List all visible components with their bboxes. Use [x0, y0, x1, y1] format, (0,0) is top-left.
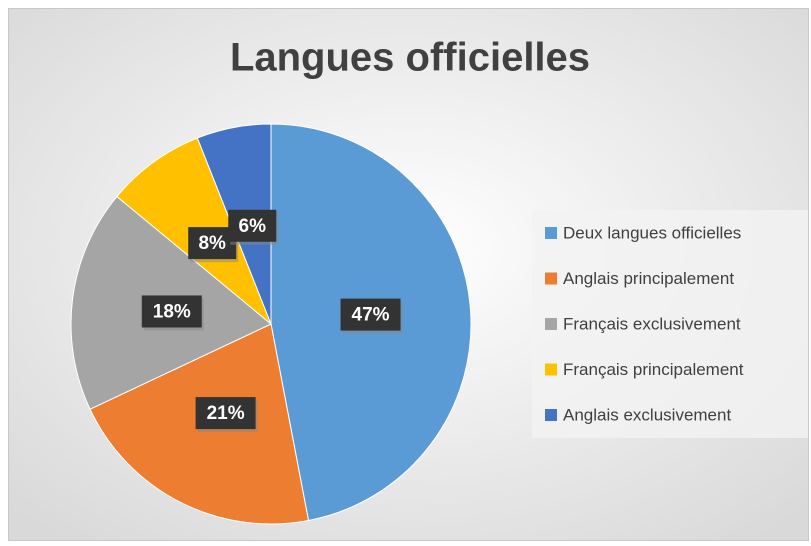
legend-swatch — [545, 227, 557, 239]
data-label: 6% — [239, 216, 267, 237]
legend — [532, 210, 808, 438]
chart-title: Langues officielles — [230, 36, 590, 80]
data-label-box — [188, 227, 237, 260]
data-label-box — [141, 295, 202, 328]
data-label-box — [340, 298, 401, 331]
legend-label: Français exclusivement — [563, 314, 741, 333]
data-label-box — [195, 397, 256, 430]
data-label: 21% — [207, 403, 245, 424]
legend-swatch — [545, 318, 557, 330]
data-label: 47% — [352, 305, 390, 326]
legend-swatch — [545, 409, 557, 421]
data-label: 18% — [153, 301, 191, 322]
legend-label: Deux langues officielles — [563, 223, 741, 242]
legend-swatch — [545, 272, 557, 285]
legend-label: Anglais principalement — [563, 269, 734, 288]
legend-label: Anglais exclusivement — [563, 405, 731, 424]
data-label-box — [228, 209, 277, 242]
legend-label: Français principalement — [563, 360, 744, 379]
legend-swatch — [545, 363, 557, 376]
data-label: 8% — [198, 233, 226, 254]
